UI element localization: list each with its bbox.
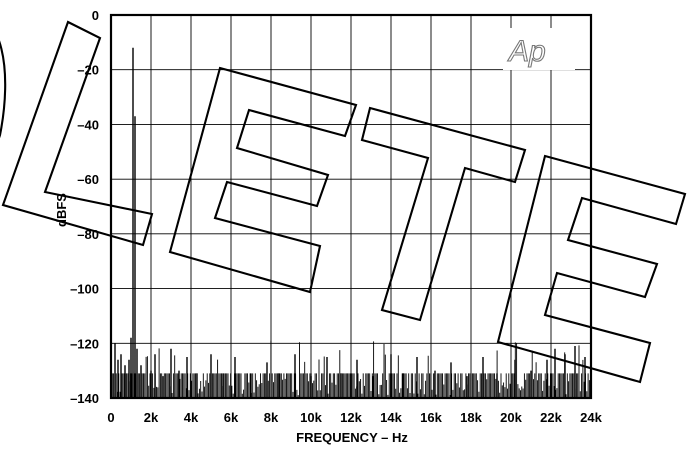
x-tick-label: 22k: [540, 410, 562, 425]
delete-watermark: [0, 20, 687, 384]
y-tick-label: –60: [77, 172, 99, 187]
x-tick-label: 4k: [184, 410, 199, 425]
y-tick-label: –80: [77, 227, 99, 242]
x-tick-label: 24k: [580, 410, 602, 425]
x-tick-label: 10k: [300, 410, 322, 425]
x-tick-label: 8k: [264, 410, 279, 425]
y-axis-label: dBFS: [54, 193, 69, 227]
x-tick-label: 0: [107, 410, 114, 425]
y-tick-label: –100: [70, 282, 99, 297]
x-tick-label: 14k: [380, 410, 402, 425]
ap-logo: Ap: [503, 28, 575, 70]
logo-background: [503, 28, 575, 70]
x-tick-label: 18k: [460, 410, 482, 425]
watermark-letter-l: [1, 20, 154, 247]
logo-text: Ap: [507, 35, 546, 68]
y-tick-label: –120: [70, 336, 99, 351]
y-tick-labels: 0 –20 –40 –60 –80 –100 –120 –140: [70, 8, 99, 406]
x-tick-label: 6k: [224, 410, 239, 425]
watermark-letter-d: [0, 40, 7, 139]
y-tick-label: 0: [92, 8, 99, 23]
watermark-letter-e2: [496, 154, 687, 384]
watermark-letter-t: [360, 106, 527, 322]
x-axis-label: FREQUENCY – Hz: [296, 430, 408, 445]
watermark-letter-e1: [168, 66, 358, 294]
x-tick-label: 2k: [144, 410, 159, 425]
x-tick-labels: 0 2k 4k 6k 8k 10k 12k 14k 16k 18k 20k 22k 24k: [107, 410, 602, 425]
y-tick-label: –20: [77, 63, 99, 78]
y-tick-label: –40: [77, 117, 99, 132]
x-tick-label: 20k: [500, 410, 522, 425]
x-tick-label: 12k: [340, 410, 362, 425]
x-tick-label: 16k: [420, 410, 442, 425]
y-tick-label: –140: [70, 391, 99, 406]
